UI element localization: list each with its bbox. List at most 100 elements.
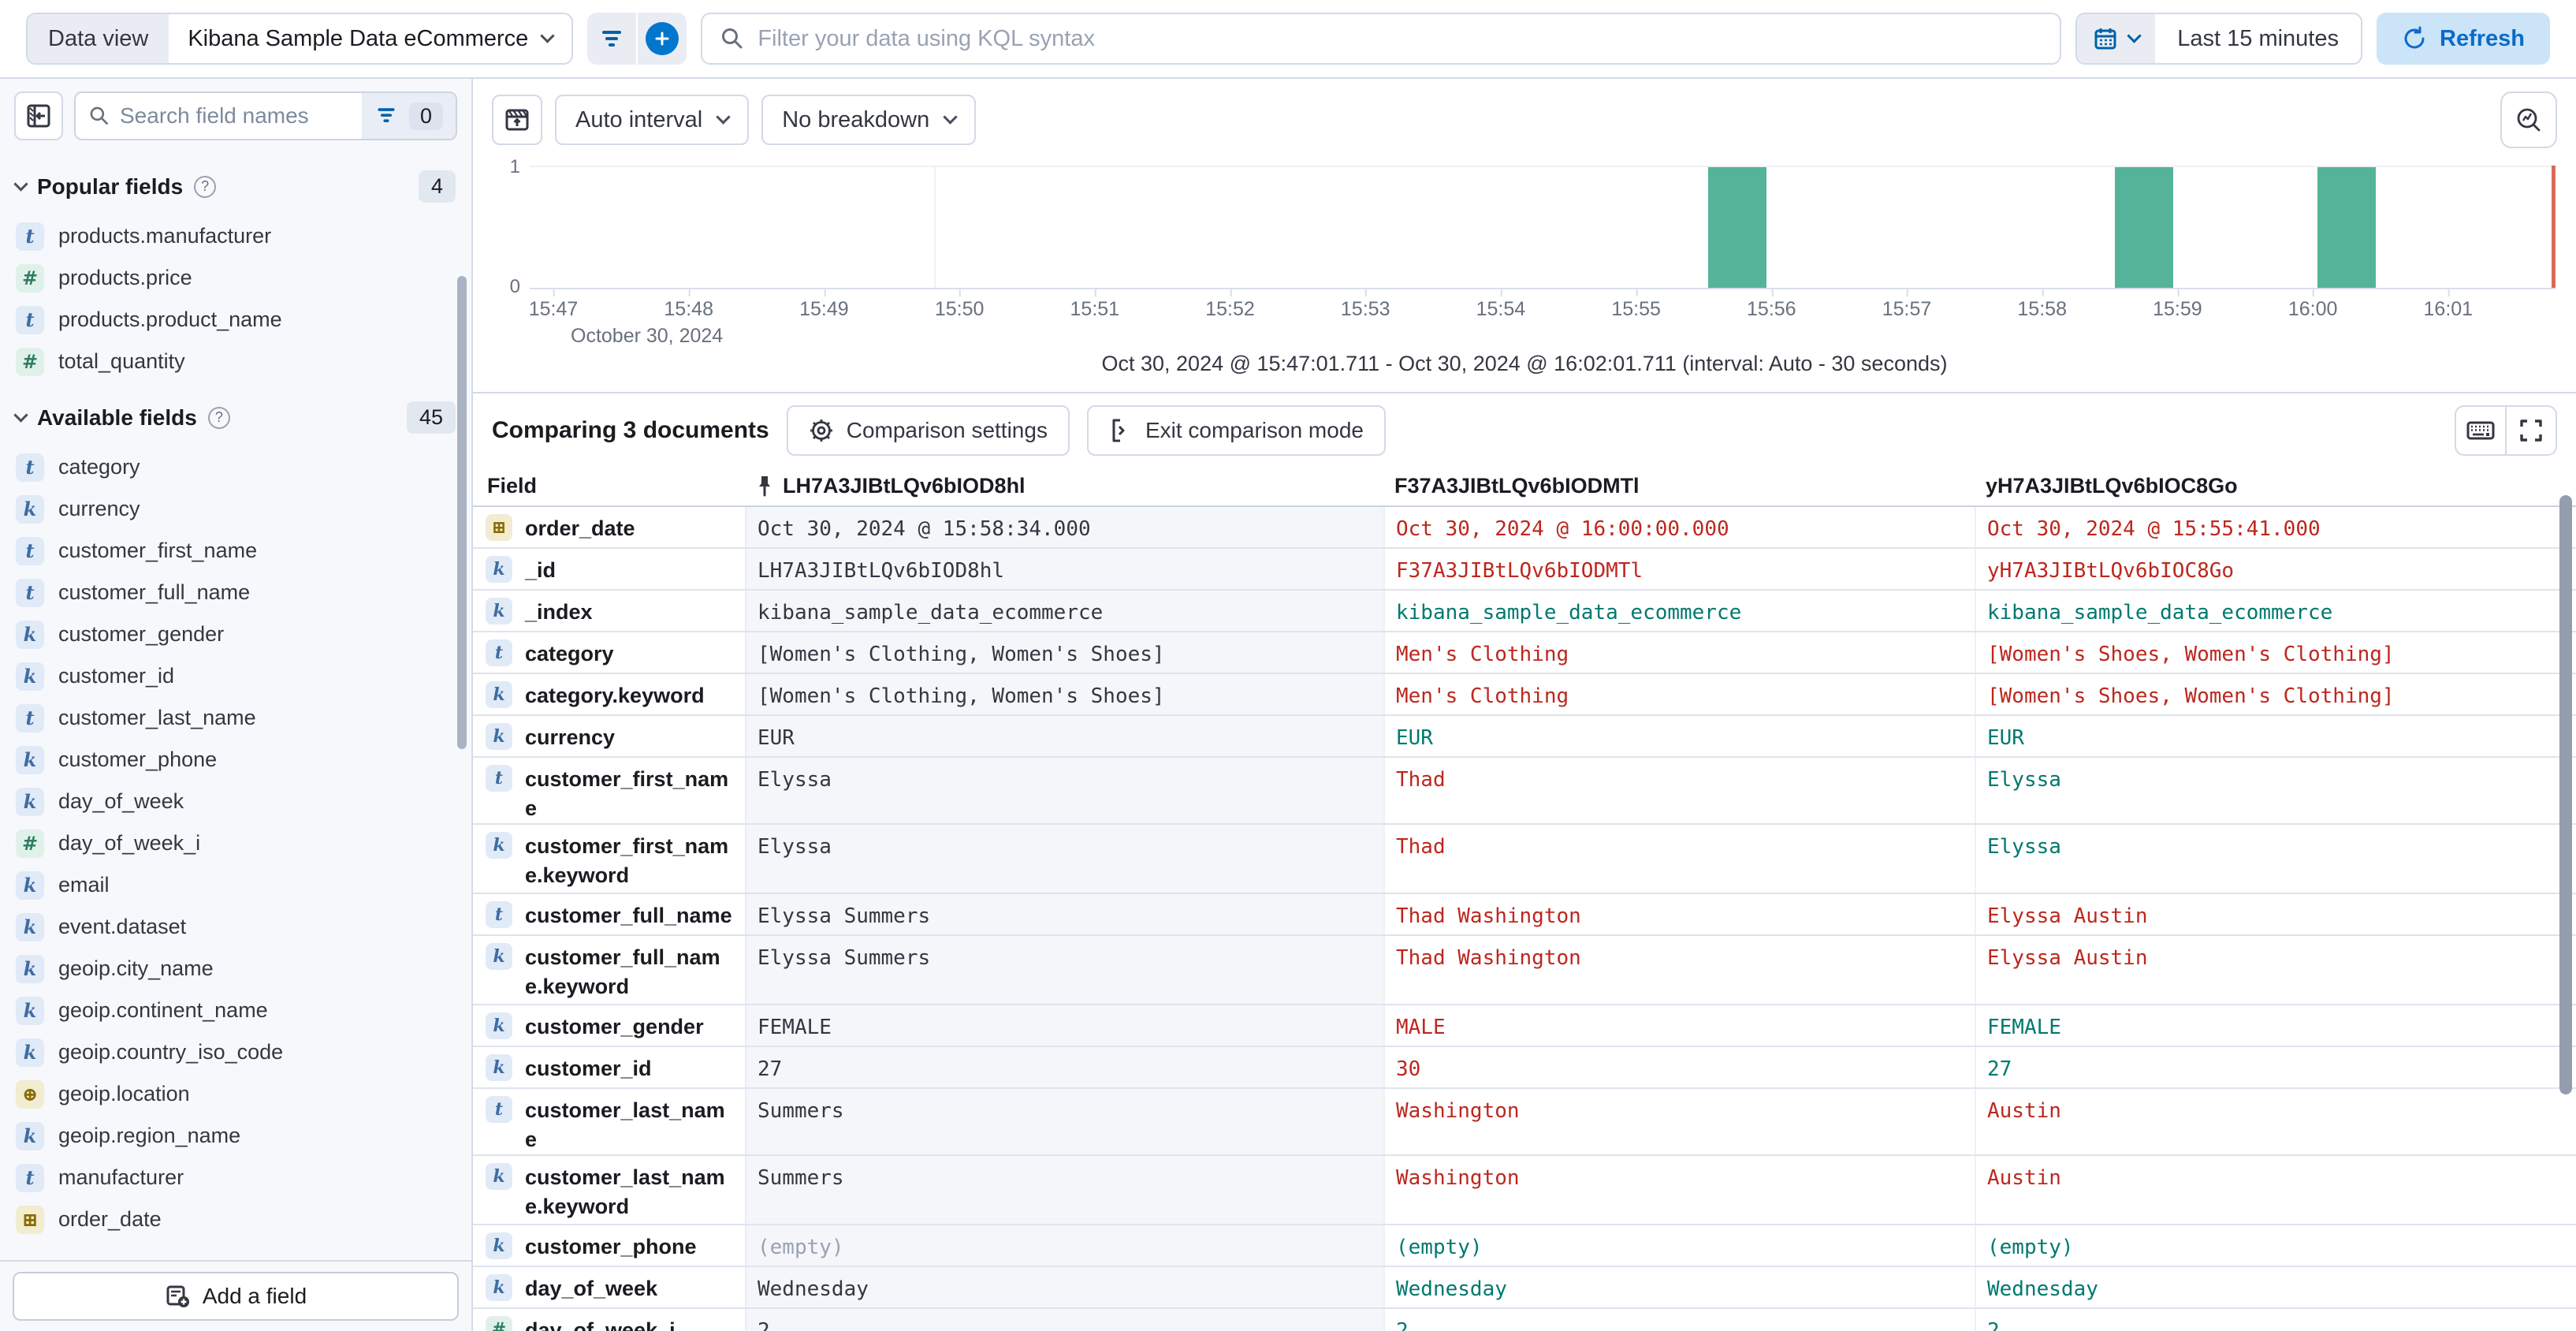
field-cell[interactable]: k customer_gender: [473, 1005, 745, 1046]
add-field-button[interactable]: Add a field: [13, 1272, 459, 1321]
time-picker: Last 15 minutes: [2075, 13, 2362, 65]
sidebar-field-item[interactable]: # products.price: [0, 257, 471, 299]
field-name: _index: [525, 600, 593, 624]
saved-query-menu-button[interactable]: [587, 13, 636, 65]
divider: [2505, 407, 2507, 454]
field-type-icon: k: [486, 598, 512, 624]
field-cell[interactable]: k customer_id: [473, 1047, 745, 1087]
sidebar-field-item[interactable]: k geoip.region_name: [0, 1115, 471, 1157]
document-3-header[interactable]: yH7A3JIBtLQv6bIOC8Go: [1975, 474, 2558, 498]
data-view-value[interactable]: Kibana Sample Data eCommerce: [169, 14, 571, 63]
base-value-cell: [Women's Clothing, Women's Shoes]: [745, 674, 1383, 714]
field-type-icon: #: [486, 1316, 512, 1331]
refresh-button[interactable]: Refresh: [2377, 13, 2550, 65]
available-fields-header[interactable]: Available fields 45: [0, 382, 471, 446]
field-type-icon: #: [16, 347, 44, 376]
base-document-header[interactable]: LH7A3JIBtLQv6bIOD8hl: [745, 474, 1383, 498]
field-type-icon: k: [486, 681, 512, 708]
histogram-bar[interactable]: [2114, 167, 2173, 288]
histogram-bar[interactable]: [1708, 167, 1767, 288]
sidebar-field-item[interactable]: k geoip.city_name: [0, 948, 471, 990]
field-filter-button[interactable]: 0: [361, 93, 456, 139]
add-field-footer: Add a field: [0, 1260, 471, 1331]
field-cell[interactable]: t customer_last_name: [473, 1089, 745, 1154]
sidebar-field-item[interactable]: t products.product_name: [0, 299, 471, 341]
sidebar-field-item[interactable]: k customer_phone: [0, 739, 471, 781]
x-axis-tick-label: 15:47: [528, 289, 579, 320]
field-cell[interactable]: # day_of_week_i: [473, 1309, 745, 1331]
sidebar-field-item[interactable]: k day_of_week: [0, 781, 471, 822]
field-cell[interactable]: t customer_full_name: [473, 894, 745, 934]
field-type-icon: t: [486, 765, 512, 792]
sidebar-field-item[interactable]: k customer_gender: [0, 613, 471, 655]
sidebar-field-item[interactable]: t manufacturer: [0, 1157, 471, 1199]
sidebar-field-item[interactable]: # day_of_week_i: [0, 822, 471, 864]
sidebar-field-item[interactable]: t customer_full_name: [0, 572, 471, 613]
hide-chart-button[interactable]: [492, 95, 542, 145]
field-cell[interactable]: k customer_phone: [473, 1225, 745, 1266]
interval-dropdown[interactable]: Auto interval: [555, 95, 750, 145]
sidebar-field-item[interactable]: k event.dataset: [0, 906, 471, 948]
kql-input[interactable]: [758, 25, 2043, 52]
x-axis-tick-label: 15:57: [1882, 289, 1932, 320]
field-column-header[interactable]: Field: [487, 473, 538, 498]
sidebar-field-item[interactable]: # total_quantity: [0, 341, 471, 382]
doc3-value-cell: Elyssa Austin: [1975, 894, 2558, 934]
exit-comparison-button[interactable]: Exit comparison mode: [1086, 405, 1386, 456]
field-type-icon: k: [16, 494, 44, 524]
histogram-chart: 1 0 15:47 15:48 15:49 15:50 15:51 15:52 15:53 1…: [473, 156, 2576, 347]
field-filter-count: 0: [408, 102, 443, 130]
gear-icon: [810, 419, 832, 442]
field-cell[interactable]: k customer_last_name.keyword: [473, 1156, 745, 1224]
data-view-picker[interactable]: Data view Kibana Sample Data eCommerce: [26, 13, 574, 65]
sidebar-field-item[interactable]: ⊞ order_date: [0, 1199, 471, 1240]
table-scrollbar[interactable]: [2559, 495, 2572, 1094]
sidebar-field-item[interactable]: t products.manufacturer: [0, 215, 471, 257]
document-2-header[interactable]: F37A3JIBtLQv6bIODMTl: [1383, 474, 1975, 498]
sidebar-field-item[interactable]: ⊕ geoip.location: [0, 1073, 471, 1115]
field-name: category.keyword: [525, 684, 705, 707]
chart-plot-area[interactable]: 15:47 15:48 15:49 15:50 15:51 15:52 15:53 15:54…: [529, 166, 2556, 347]
field-search-input[interactable]: [110, 103, 362, 129]
chart-inspect-button[interactable]: [2500, 91, 2557, 148]
sidebar-field-item[interactable]: k currency: [0, 488, 471, 530]
sidebar-field-item[interactable]: k geoip.country_iso_code: [0, 1031, 471, 1073]
field-search[interactable]: 0: [74, 91, 457, 140]
field-name: products.manufacturer: [58, 224, 272, 248]
field-cell[interactable]: k _index: [473, 591, 745, 631]
base-value-cell: 27: [745, 1047, 1383, 1087]
field-cell[interactable]: k customer_first_name.keyword: [473, 825, 745, 893]
field-cell[interactable]: k day_of_week: [473, 1267, 745, 1307]
field-cell[interactable]: t customer_first_name: [473, 758, 745, 823]
field-cell[interactable]: k customer_full_name.keyword: [473, 936, 745, 1004]
doc2-value-cell: MALE: [1383, 1005, 1975, 1046]
field-cell[interactable]: ⊞ order_date: [473, 507, 745, 547]
x-axis-tick-label: 16:01: [2423, 289, 2474, 320]
time-range-value[interactable]: Last 15 minutes: [2177, 25, 2339, 51]
base-value-cell: Oct 30, 2024 @ 15:58:34.000: [745, 507, 1383, 547]
sidebar-field-item[interactable]: t customer_last_name: [0, 697, 471, 739]
field-cell[interactable]: k currency: [473, 716, 745, 756]
breakdown-dropdown[interactable]: No breakdown: [761, 95, 977, 145]
field-cell[interactable]: k category.keyword: [473, 674, 745, 714]
sidebar-scrollbar[interactable]: [457, 276, 467, 749]
histogram-bar[interactable]: [2317, 167, 2377, 288]
sidebar-field-item[interactable]: k email: [0, 864, 471, 906]
field-cell[interactable]: k _id: [473, 549, 745, 589]
fullscreen-button[interactable]: [2507, 407, 2556, 454]
collapse-sidebar-button[interactable]: [14, 91, 63, 140]
time-picker-calendar-button[interactable]: [2077, 14, 2156, 63]
sidebar-field-item[interactable]: t category: [0, 446, 471, 488]
sidebar-field-item[interactable]: t customer_first_name: [0, 530, 471, 572]
field-name: customer_last_name: [525, 1098, 725, 1151]
comparison-settings-button[interactable]: Comparison settings: [786, 405, 1070, 456]
sidebar-field-item[interactable]: k customer_id: [0, 655, 471, 697]
field-type-icon: k: [486, 1054, 512, 1081]
keyboard-shortcuts-button[interactable]: [2456, 407, 2505, 454]
add-filter-button[interactable]: [638, 13, 687, 65]
sidebar-field-item[interactable]: k geoip.continent_name: [0, 990, 471, 1031]
field-cell[interactable]: t category: [473, 632, 745, 673]
popular-fields-header[interactable]: Popular fields 4: [0, 151, 471, 215]
kql-search-bar[interactable]: [701, 13, 2062, 65]
field-name: day_of_week_i: [58, 831, 201, 855]
